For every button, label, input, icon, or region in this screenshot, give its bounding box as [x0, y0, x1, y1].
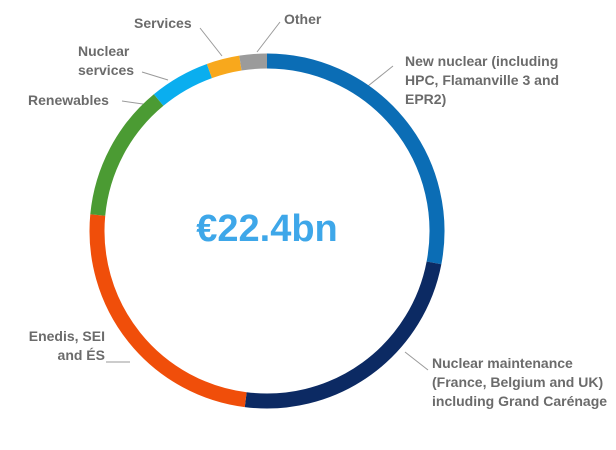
segment-label: Enedis, SEI and ÉS	[28, 328, 105, 363]
donut-segment	[244, 261, 442, 409]
donut-segment	[153, 63, 213, 106]
leader-line	[367, 65, 394, 87]
segment-label: Nuclear services	[78, 43, 135, 78]
segment-label: Other	[284, 11, 322, 27]
segment-label: Services	[134, 15, 192, 31]
center-label: €22.4bn	[196, 208, 338, 250]
segment-label: Nuclear maintenance (France, Belgium and…	[432, 355, 608, 409]
leader-line	[404, 351, 429, 371]
leader-line	[256, 21, 281, 53]
segment-label: Renewables	[28, 92, 109, 108]
donut-segment	[90, 94, 164, 216]
donut-segment	[239, 53, 268, 71]
donut-segment	[266, 53, 445, 265]
leader-line	[141, 71, 169, 81]
segment-label: New nuclear (including HPC, Flamanville …	[405, 53, 560, 107]
donut-segment	[89, 214, 247, 408]
donut-segment	[206, 55, 242, 79]
leader-line	[199, 27, 223, 57]
